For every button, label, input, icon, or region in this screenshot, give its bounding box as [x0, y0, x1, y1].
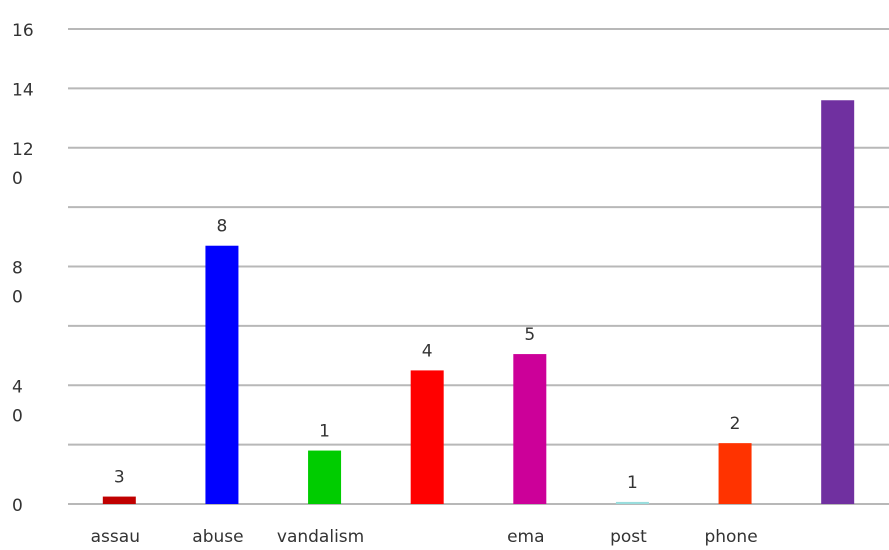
y-tick-label: 0 [12, 496, 23, 516]
bar [205, 245, 239, 504]
data-label: 1 [627, 473, 638, 493]
bar [615, 501, 649, 504]
x-tick-label: assau [91, 527, 140, 547]
bar [513, 354, 547, 504]
bar [308, 450, 342, 504]
x-tick-label: phone [704, 527, 757, 547]
bar [410, 370, 444, 504]
data-label: 3 [114, 468, 125, 488]
bar [718, 443, 752, 504]
bar [102, 496, 136, 504]
x-tick-label: ema [507, 527, 544, 547]
data-label: 4 [422, 341, 433, 361]
x-tick-label: post [610, 527, 647, 547]
y-tick-label: 14 [12, 80, 34, 100]
x-tick-label: abuse [192, 527, 243, 547]
y-tick-label: 12 0 [12, 140, 34, 189]
y-tick-label: 16 [12, 21, 34, 41]
data-label: 1 [319, 422, 330, 442]
x-tick-label: vandalism [277, 527, 364, 547]
data-label: 5 [524, 325, 535, 345]
data-label: 8 [217, 217, 228, 237]
data-label: 2 [730, 414, 741, 434]
bar [821, 100, 855, 504]
